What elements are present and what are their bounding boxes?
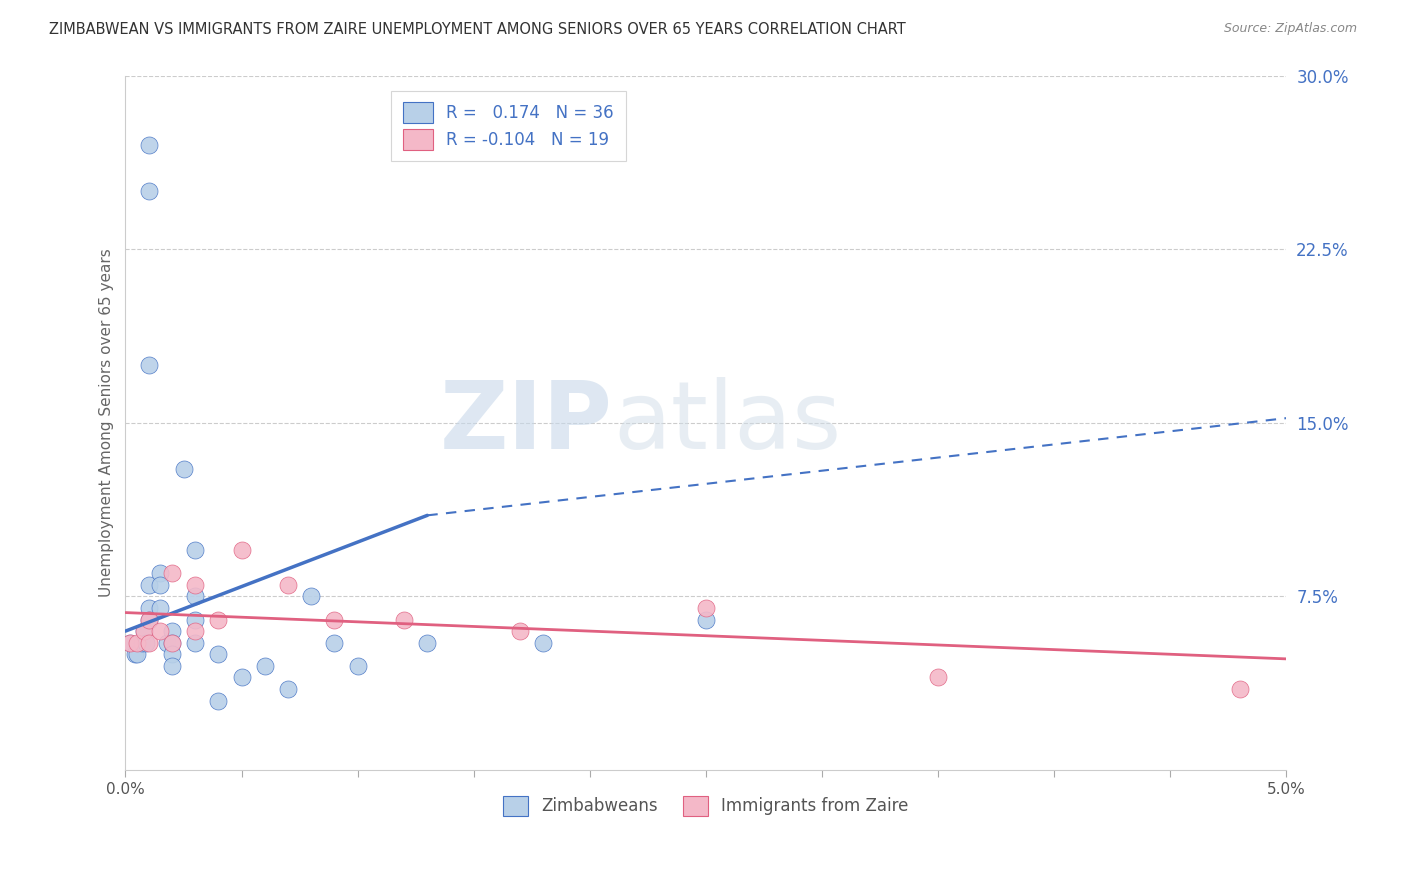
Point xyxy=(533,635,555,649)
Point xyxy=(277,578,299,592)
Point xyxy=(132,624,155,639)
Text: ZIMBABWEAN VS IMMIGRANTS FROM ZAIRE UNEMPLOYMENT AMONG SENIORS OVER 65 YEARS COR: ZIMBABWEAN VS IMMIGRANTS FROM ZAIRE UNEM… xyxy=(49,22,905,37)
Text: Source: ZipAtlas.com: Source: ZipAtlas.com xyxy=(1223,22,1357,36)
Point xyxy=(346,658,368,673)
Point xyxy=(509,624,531,639)
Point xyxy=(138,635,160,649)
Point xyxy=(131,635,153,649)
Point xyxy=(231,670,253,684)
Point xyxy=(184,590,207,604)
Point xyxy=(138,613,160,627)
Point xyxy=(160,566,183,581)
Point xyxy=(160,624,183,639)
Y-axis label: Unemployment Among Seniors over 65 years: Unemployment Among Seniors over 65 years xyxy=(100,248,114,597)
Text: ZIP: ZIP xyxy=(440,376,613,469)
Point xyxy=(120,635,142,649)
Point xyxy=(695,613,717,627)
Point xyxy=(138,184,160,198)
Point xyxy=(138,601,160,615)
Point xyxy=(149,566,172,581)
Point xyxy=(138,613,160,627)
Point xyxy=(416,635,439,649)
Point xyxy=(184,578,207,592)
Point xyxy=(231,543,253,558)
Point xyxy=(299,590,322,604)
Point xyxy=(173,462,195,476)
Point xyxy=(149,578,172,592)
Point xyxy=(149,601,172,615)
Point xyxy=(135,635,157,649)
Point xyxy=(207,647,229,661)
Point xyxy=(120,635,142,649)
Point xyxy=(184,543,207,558)
Point xyxy=(149,624,172,639)
Point xyxy=(184,613,207,627)
Point xyxy=(1229,681,1251,696)
Point xyxy=(277,681,299,696)
Point xyxy=(323,635,346,649)
Point xyxy=(253,658,276,673)
Point xyxy=(323,613,346,627)
Point xyxy=(695,601,717,615)
Text: atlas: atlas xyxy=(613,376,841,469)
Point xyxy=(207,693,229,707)
Point xyxy=(132,624,155,639)
Point xyxy=(156,635,179,649)
Point xyxy=(138,578,160,592)
Point xyxy=(160,647,183,661)
Legend: Zimbabweans, Immigrants from Zaire: Zimbabweans, Immigrants from Zaire xyxy=(495,787,917,824)
Point xyxy=(184,624,207,639)
Point xyxy=(160,635,183,649)
Point xyxy=(125,635,148,649)
Point xyxy=(124,647,146,661)
Point xyxy=(392,613,415,627)
Point xyxy=(160,635,183,649)
Point xyxy=(184,635,207,649)
Point xyxy=(125,647,148,661)
Point xyxy=(927,670,949,684)
Point xyxy=(207,613,229,627)
Point xyxy=(160,658,183,673)
Point xyxy=(138,138,160,153)
Point xyxy=(138,358,160,372)
